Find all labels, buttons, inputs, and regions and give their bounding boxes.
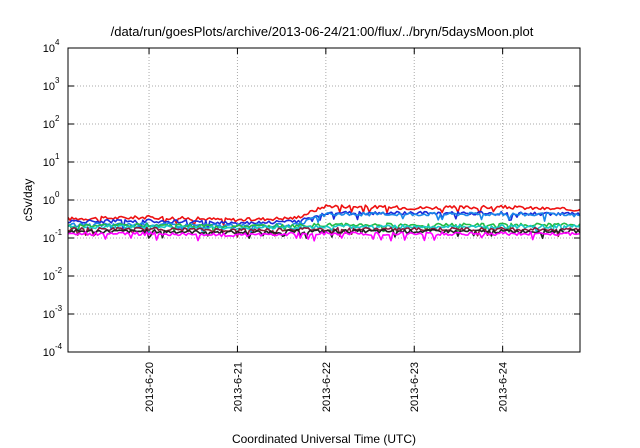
series-line-8 (67, 231, 581, 242)
y-tick-exponent: 3 (55, 76, 60, 85)
y-tick-exponent: 4 (55, 38, 60, 47)
y-tick-exponent: 2 (55, 114, 60, 123)
series-line-6 (67, 226, 581, 238)
x-tick-label: 2013-6-20 (144, 362, 156, 412)
y-tick-label: 10 (43, 233, 55, 245)
x-tick-label: 2013-6-21 (232, 362, 244, 412)
y-tick-exponent: -3 (55, 304, 63, 313)
y-tick-exponent: -4 (55, 342, 63, 351)
y-tick-exponent: 1 (55, 152, 60, 161)
x-tick-label: 2013-6-23 (409, 362, 421, 412)
x-axis-ticks: 2013-6-20 2013-6-21 2013-6-22 2013-6-23 2013… (144, 48, 510, 412)
x-tick-label: 2013-6-24 (498, 362, 510, 412)
y-tick-exponent: -2 (55, 266, 63, 275)
y-tick-label: 10 (43, 43, 55, 55)
series-line-1 (67, 204, 581, 227)
y-tick-label: 10 (43, 347, 55, 359)
y-tick-label: 10 (43, 119, 55, 131)
x-axis-label: Coordinated Universal Time (UTC) (232, 432, 416, 446)
y-tick-exponent: -1 (55, 228, 63, 237)
y-tick-label: 10 (43, 195, 55, 207)
y-axis-label: cSv/day (21, 179, 35, 222)
y-tick-exponent: 0 (55, 190, 60, 199)
data-series (67, 204, 581, 242)
x-tick-label: 2013-6-22 (321, 362, 333, 412)
y-tick-label: 10 (43, 157, 55, 169)
chart-title: /data/run/goesPlots/archive/2013-06-24/2… (111, 24, 534, 39)
series-line-5 (67, 224, 581, 235)
series-line-7 (67, 228, 581, 240)
grid-lines (68, 48, 580, 352)
y-tick-label: 10 (43, 271, 55, 283)
y-tick-label: 10 (43, 309, 55, 321)
y-tick-label: 10 (43, 81, 55, 93)
